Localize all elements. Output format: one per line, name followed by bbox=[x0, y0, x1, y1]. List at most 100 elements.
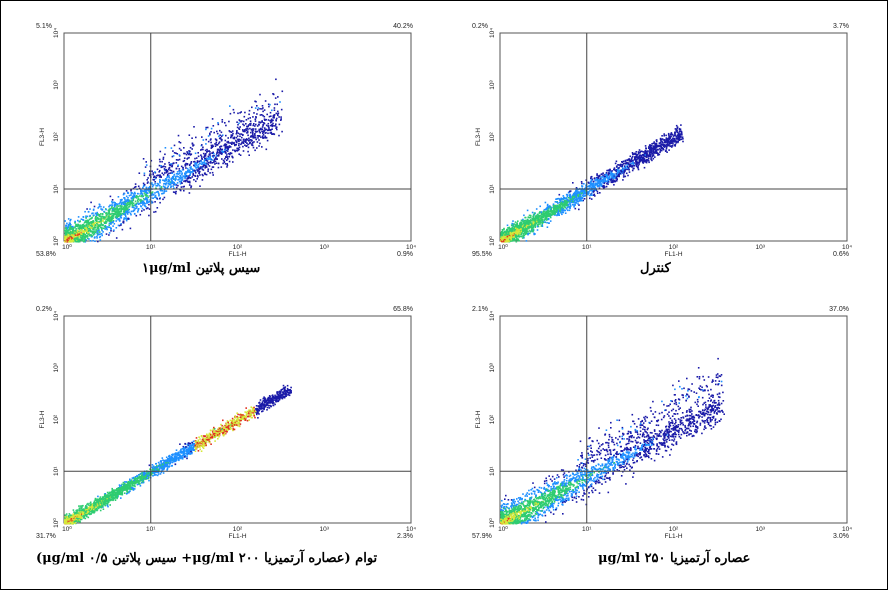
event-dot bbox=[521, 225, 524, 228]
event-dot bbox=[531, 227, 534, 230]
x-tick-label: 10⁰ bbox=[62, 243, 72, 251]
event-dot bbox=[189, 166, 191, 169]
event-dot bbox=[82, 216, 85, 218]
event-dot bbox=[503, 227, 505, 230]
event-dot bbox=[204, 155, 207, 157]
event-dot bbox=[203, 172, 206, 175]
event-dot bbox=[274, 97, 277, 99]
event-dot bbox=[635, 151, 638, 153]
event-dot bbox=[127, 218, 129, 220]
event-dot bbox=[522, 235, 525, 238]
event-dot bbox=[617, 164, 619, 166]
event-dot bbox=[518, 240, 520, 242]
event-dot bbox=[534, 233, 536, 235]
event-dot bbox=[534, 226, 536, 228]
event-dot bbox=[91, 231, 94, 233]
event-dot bbox=[555, 205, 557, 207]
event-dot bbox=[546, 203, 549, 206]
event-dot bbox=[549, 210, 552, 212]
event-dot bbox=[670, 142, 672, 145]
event-dot bbox=[137, 208, 140, 210]
event-dot bbox=[66, 227, 69, 230]
event-dot bbox=[136, 192, 139, 195]
event-dot bbox=[247, 124, 250, 127]
event-dot bbox=[572, 204, 575, 206]
event-dot bbox=[501, 232, 504, 235]
event-dot bbox=[204, 157, 206, 160]
event-dot bbox=[556, 209, 558, 212]
event-dot bbox=[184, 164, 187, 166]
event-dot bbox=[182, 175, 184, 177]
event-dot bbox=[133, 212, 136, 215]
event-dot bbox=[174, 184, 176, 186]
event-dot bbox=[67, 232, 70, 234]
event-dot bbox=[265, 148, 268, 151]
event-dot bbox=[245, 123, 247, 125]
event-dot bbox=[205, 126, 207, 129]
event-dot bbox=[125, 204, 127, 207]
event-dot bbox=[219, 148, 222, 151]
event-dot bbox=[77, 216, 80, 218]
event-dot bbox=[178, 168, 181, 170]
event-dot bbox=[210, 141, 212, 144]
event-dot bbox=[71, 238, 74, 241]
event-dot bbox=[533, 212, 536, 214]
event-dot bbox=[101, 215, 104, 218]
event-dot bbox=[241, 120, 243, 122]
event-dot bbox=[546, 215, 548, 217]
event-dot bbox=[511, 226, 513, 228]
event-dot bbox=[642, 159, 644, 161]
event-dot bbox=[615, 176, 618, 179]
event-dot bbox=[86, 227, 89, 230]
event-dot bbox=[530, 230, 532, 233]
event-dot bbox=[559, 205, 561, 207]
event-dot bbox=[275, 123, 277, 125]
event-dot bbox=[268, 115, 271, 118]
event-dot bbox=[188, 184, 191, 186]
event-dot bbox=[263, 127, 266, 129]
event-dot bbox=[176, 153, 179, 155]
event-dot bbox=[122, 193, 125, 196]
event-dot bbox=[96, 227, 99, 230]
event-dot bbox=[179, 172, 181, 175]
event-dot bbox=[519, 225, 521, 227]
event-dot bbox=[181, 173, 183, 176]
y-tick-label: 10¹ bbox=[53, 183, 60, 193]
event-dot bbox=[629, 165, 632, 168]
event-dot bbox=[187, 153, 190, 156]
event-dot bbox=[280, 116, 282, 118]
event-dot bbox=[173, 144, 176, 147]
event-dot bbox=[575, 197, 577, 200]
event-dot bbox=[146, 182, 149, 184]
event-dot bbox=[88, 238, 90, 240]
event-dot bbox=[113, 210, 115, 212]
event-dot bbox=[632, 152, 634, 155]
event-dot bbox=[84, 236, 87, 239]
event-dot bbox=[65, 235, 67, 238]
event-dot bbox=[546, 209, 549, 212]
event-dot bbox=[114, 208, 116, 211]
event-dot bbox=[159, 160, 161, 163]
event-dot bbox=[68, 232, 71, 234]
event-dot bbox=[72, 225, 74, 228]
event-dot bbox=[596, 174, 598, 176]
event-dot bbox=[138, 195, 141, 197]
event-dot bbox=[77, 219, 79, 222]
event-dot bbox=[513, 225, 515, 227]
event-dot bbox=[183, 189, 185, 192]
event-dot bbox=[234, 149, 236, 152]
event-dot bbox=[267, 103, 270, 106]
event-dot bbox=[259, 93, 261, 96]
event-dot bbox=[253, 136, 255, 139]
event-dot bbox=[638, 163, 640, 166]
event-dot bbox=[102, 220, 105, 222]
event-dot bbox=[262, 114, 264, 117]
event-dot bbox=[110, 221, 112, 223]
event-dot bbox=[271, 125, 274, 128]
event-dot bbox=[566, 194, 568, 196]
event-dot bbox=[73, 239, 76, 242]
event-dot bbox=[73, 235, 75, 237]
event-dot bbox=[216, 132, 219, 135]
event-dot bbox=[652, 157, 655, 160]
event-dot bbox=[64, 230, 67, 232]
